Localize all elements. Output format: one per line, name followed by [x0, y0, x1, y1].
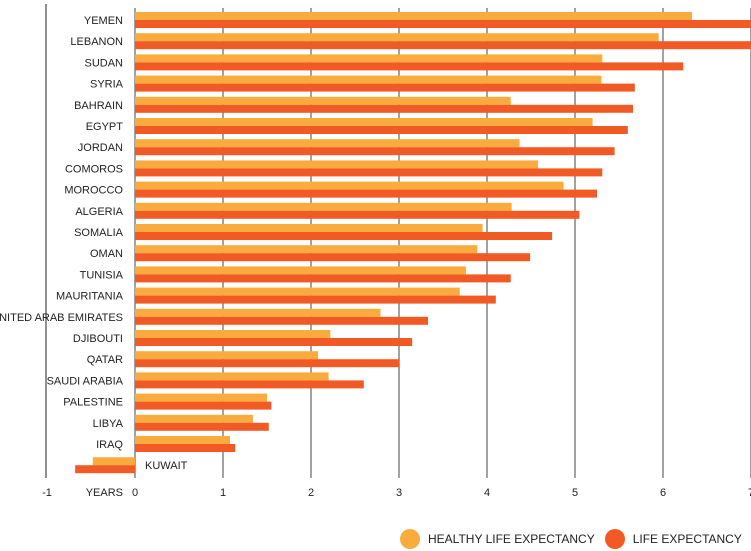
bar-oman-healthy — [135, 245, 478, 254]
bar-somalia-life — [135, 232, 553, 240]
bar-djibouti-healthy — [135, 330, 331, 338]
bar-lebanon-healthy — [135, 33, 659, 42]
category-label: COMOROS — [65, 163, 123, 175]
bar-mauritania-healthy — [135, 287, 460, 296]
category-label: QATAR — [87, 354, 123, 366]
bar-sudan-healthy — [135, 54, 603, 63]
category-label: SUDAN — [84, 57, 123, 69]
bar-jordan-life — [135, 147, 615, 156]
category-label: TUNISIA — [80, 269, 124, 281]
legend: HEALTHY LIFE EXPECTANCY LIFE EXPECTANCY — [400, 529, 751, 549]
bar-yemen-healthy — [135, 12, 693, 20]
legend-label-healthy: HEALTHY LIFE EXPECTANCY — [428, 532, 595, 546]
bar-saudi-arabia-life — [135, 380, 364, 389]
category-label: DJIBOUTI — [73, 333, 123, 345]
bar-bahrain-life — [135, 104, 634, 113]
category-label: UNITED ARAB EMIRATES — [0, 312, 123, 324]
category-label: ALGERIA — [75, 206, 123, 218]
legend-label-life: LIFE EXPECTANCY — [632, 532, 742, 546]
category-label: YEMEN — [84, 15, 123, 27]
bar-egypt-life — [135, 126, 628, 134]
legend-swatch-healthy — [400, 529, 420, 549]
x-tick-label: 4 — [484, 487, 490, 499]
bar-iraq-life — [135, 444, 236, 452]
bar-libya-healthy — [135, 414, 253, 423]
bar-saudi-arabia-healthy — [135, 372, 329, 381]
legend-swatch-life — [604, 529, 625, 549]
x-tick-label: 6 — [660, 487, 666, 499]
category-label: PALESTINE — [63, 397, 123, 409]
category-label: LIBYA — [93, 418, 124, 430]
bar-iraq-healthy — [135, 436, 231, 444]
bar-palestine-healthy — [135, 393, 267, 402]
x-tick-label: 3 — [396, 487, 402, 499]
bar-syria-healthy — [135, 75, 602, 84]
bar-algeria-life — [135, 210, 580, 219]
bar-libya-life — [135, 422, 269, 431]
bar-oman-life — [135, 253, 531, 262]
bar-syria-life — [135, 83, 635, 92]
x-tick-label: -1 — [42, 487, 52, 499]
category-label: LEBANON — [70, 36, 123, 48]
x-axis-title: YEARS — [86, 487, 123, 499]
bar-algeria-healthy — [135, 202, 512, 211]
bar-morocco-life — [135, 189, 597, 198]
category-label: SOMALIA — [74, 227, 124, 239]
bar-comoros-healthy — [135, 160, 539, 169]
bar-somalia-healthy — [135, 224, 483, 232]
bar-djibouti-life — [135, 338, 413, 346]
bar-qatar-healthy — [135, 351, 319, 360]
category-label: JORDAN — [78, 142, 123, 154]
bar-bahrain-healthy — [135, 96, 511, 105]
bar-kuwait-healthy — [92, 457, 135, 466]
legend-item-healthy: HEALTHY LIFE EXPECTANCY — [400, 529, 595, 549]
bar-sudan-life — [135, 62, 684, 71]
category-label: EGYPT — [86, 121, 124, 133]
bar-jordan-healthy — [135, 139, 520, 148]
category-label: KUWAIT — [145, 460, 188, 472]
bar-tunisia-healthy — [135, 266, 466, 275]
bar-united-arab-emirates-life — [135, 316, 429, 325]
bar-comoros-life — [135, 168, 603, 177]
bar-morocco-healthy — [135, 181, 564, 190]
category-label: MOROCCO — [64, 185, 123, 197]
bar-palestine-life — [135, 401, 272, 410]
x-tick-label: 2 — [308, 487, 314, 499]
legend-item-life: LIFE EXPECTANCY — [604, 529, 742, 549]
category-label: BAHRAIN — [74, 100, 123, 112]
bar-tunisia-life — [135, 274, 511, 283]
bar-lebanon-life — [135, 41, 751, 50]
x-tick-label: 1 — [220, 487, 226, 499]
category-label: SYRIA — [90, 79, 124, 91]
bar-mauritania-life — [135, 295, 496, 304]
bar-qatar-life — [135, 359, 399, 368]
bar-kuwait-life — [75, 465, 135, 474]
x-tick-label: 7 — [748, 487, 751, 499]
bar-yemen-life — [135, 20, 751, 28]
category-label: SAUDI ARABIA — [47, 375, 124, 387]
category-label: MAURITANIA — [56, 291, 124, 303]
bar-egypt-healthy — [135, 118, 593, 126]
x-tick-label: 0 — [132, 487, 138, 499]
bar-united-arab-emirates-healthy — [135, 308, 381, 317]
category-label: OMAN — [90, 248, 123, 260]
x-tick-label: 5 — [572, 487, 578, 499]
category-label: IRAQ — [96, 439, 123, 451]
